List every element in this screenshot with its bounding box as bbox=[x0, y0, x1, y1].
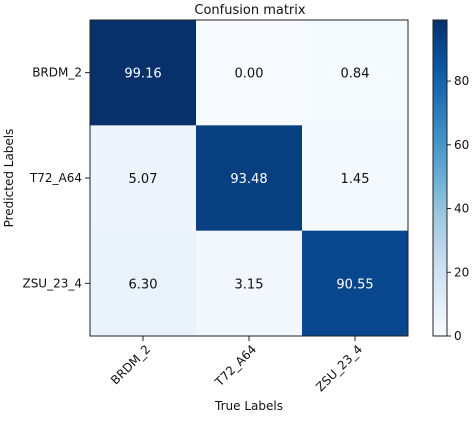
y-tick-label: T72_A64 bbox=[29, 171, 82, 185]
cell-value-label: 93.48 bbox=[230, 172, 267, 187]
chart-title: Confusion matrix bbox=[194, 3, 305, 18]
heatmap-cell bbox=[302, 125, 409, 232]
colorbar-ticks: 0 20 40 60 80 bbox=[447, 74, 469, 343]
cell-value-label: 90.55 bbox=[336, 277, 373, 292]
cell-value-label: 1.45 bbox=[341, 172, 370, 187]
y-axis-ticks: BRDM_2 T72_A64 ZSU_23_4 bbox=[22, 66, 90, 290]
heatmap-cell bbox=[196, 125, 303, 232]
cell-value-label: 5.07 bbox=[129, 172, 158, 187]
x-tick-label: BRDM_2 bbox=[108, 342, 153, 387]
x-tick-label: ZSU_23_4 bbox=[313, 342, 365, 394]
x-tick-label: T72_A64 bbox=[212, 342, 259, 389]
heatmap-cell bbox=[90, 125, 197, 232]
cell-value-label: 0.00 bbox=[235, 67, 264, 82]
heatmap-cell bbox=[196, 230, 303, 337]
colorbar-tick-label: 0 bbox=[454, 329, 462, 343]
heatmap-cell bbox=[302, 230, 409, 337]
colorbar-tick-label: 40 bbox=[454, 202, 469, 216]
heatmap-cell bbox=[90, 230, 197, 337]
colorbar-tick-label: 80 bbox=[454, 74, 469, 88]
heatmap-cells: 99.16 0.00 0.84 5.07 93.48 1.45 6.30 3.15 90.55 bbox=[90, 20, 409, 337]
x-axis-label: True Labels bbox=[214, 399, 283, 413]
colorbar-tick-label: 20 bbox=[454, 265, 469, 279]
cell-value-label: 6.30 bbox=[129, 277, 158, 292]
x-axis-ticks: BRDM_2 T72_A64 ZSU_23_4 bbox=[108, 336, 365, 394]
cell-value-label: 3.15 bbox=[235, 277, 264, 292]
cell-value-label: 99.16 bbox=[124, 67, 161, 82]
y-tick-label: ZSU_23_4 bbox=[22, 276, 82, 290]
heatmap-cell bbox=[90, 20, 197, 126]
heatmap-cell bbox=[196, 20, 303, 126]
cell-value-label: 0.84 bbox=[341, 67, 370, 82]
colorbar-tick-label: 60 bbox=[454, 138, 469, 152]
y-tick-label: BRDM_2 bbox=[32, 66, 82, 80]
colorbar bbox=[432, 19, 448, 337]
y-axis-label: Predicted Labels bbox=[2, 129, 16, 228]
heatmap-cell bbox=[302, 20, 409, 126]
